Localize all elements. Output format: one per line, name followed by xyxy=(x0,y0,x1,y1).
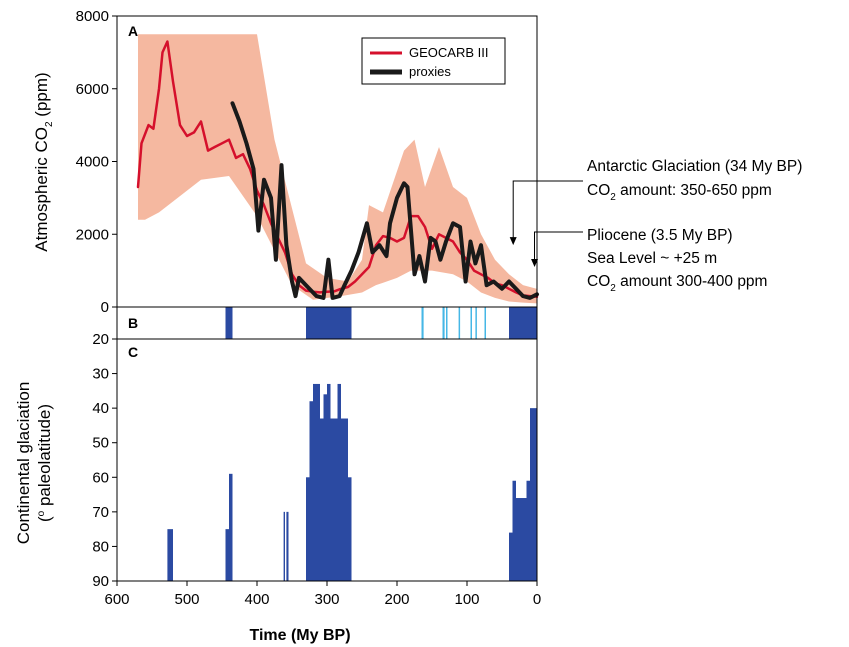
panel-b: B xyxy=(116,306,538,340)
annotation-pliocene-line1: Pliocene (3.5 My BP) xyxy=(587,227,733,244)
panel-c-y-tick-label: 40 xyxy=(92,400,109,417)
panel-c-y-tick-label: 20 xyxy=(92,331,109,348)
panel-a-y-tick-label: 6000 xyxy=(76,81,109,98)
panel-c-y-tick-label: 60 xyxy=(92,469,109,486)
x-tick-label: 200 xyxy=(384,591,409,608)
panel-a-y-tick-label: 8000 xyxy=(76,8,109,25)
panel-b-minor-glaciation-band xyxy=(442,307,445,339)
legend-box xyxy=(361,37,506,85)
panel-c-glaciation-bar xyxy=(330,418,334,581)
panel-b-glaciation-band xyxy=(225,307,233,339)
panel-b-minor-glaciation-band xyxy=(470,307,472,339)
panel-a: A 8000 6000 4000 2000 0 Atmospheric CO2 (ppm… xyxy=(32,8,539,316)
panel-a-y-tick-label: 2000 xyxy=(76,226,109,243)
panel-c-y-ticks: 20 30 40 50 60 70 80 90 xyxy=(92,331,117,590)
legend-proxies-label: proxies xyxy=(409,64,451,79)
panel-c-glaciation-bar xyxy=(286,511,289,581)
panel-b-glaciation-band xyxy=(509,307,537,339)
panel-b-minor-glaciation-band xyxy=(446,307,448,339)
panel-a-y-axis-title: Atmospheric CO2 (ppm) xyxy=(32,72,55,251)
panel-b-minor-glaciation-band xyxy=(458,307,461,339)
panel-c-glaciation-bar xyxy=(337,383,341,581)
annotation-pliocene-arrow xyxy=(534,231,583,261)
panel-b-minor-glaciation-band xyxy=(421,307,424,339)
panel-c-glaciation-bar xyxy=(316,383,320,581)
legend: GEOCARB III proxies xyxy=(361,37,506,85)
panel-a-y-tick-label: 0 xyxy=(101,299,109,316)
legend-geocarb-label: GEOCARB III xyxy=(409,45,488,60)
annotation-pliocene-arrowhead xyxy=(531,258,539,267)
panel-c-glaciation-bar xyxy=(283,511,285,581)
panel-c-y-tick-label: 70 xyxy=(92,504,109,521)
annotation-antarctic-arrowhead xyxy=(509,237,517,246)
annotation-antarctic-arrow xyxy=(512,180,583,240)
panel-c-glaciation-bar xyxy=(533,408,537,581)
panel-c-letter: C xyxy=(128,344,138,360)
x-axis-ticks: 600 500 400 300 200 100 0 xyxy=(104,581,541,608)
panel-c-glaciation-bar xyxy=(323,394,327,581)
panel-b-minor-glaciation-band xyxy=(484,307,486,339)
panel-c-glaciation-bar xyxy=(348,477,352,581)
panel-c-bars xyxy=(167,383,537,581)
x-axis-title: Time (My BP) xyxy=(249,627,350,644)
panel-c-glaciation-bar xyxy=(309,401,313,581)
x-tick-label: 300 xyxy=(314,591,339,608)
panel-c-glaciation-bar xyxy=(509,532,513,581)
panel-c-glaciation-bar xyxy=(313,383,317,581)
panel-c-glaciation-bar xyxy=(512,480,516,581)
x-tick-label: 600 xyxy=(104,591,129,608)
panel-a-y-tick-label: 4000 xyxy=(76,154,109,171)
panel-c-glaciation-bar xyxy=(516,498,520,581)
panel-c-glaciation-bar xyxy=(530,408,534,581)
panel-c-glaciation-bar xyxy=(526,480,530,581)
panel-c-y-tick-label: 80 xyxy=(92,538,109,555)
panel-c-glaciation-bar xyxy=(229,473,233,581)
panel-a-y-ticks: 8000 6000 4000 2000 0 xyxy=(76,8,117,316)
annotation-antarctic-line2: CO2 amount: 350-650 ppm xyxy=(587,182,772,203)
annotation-antarctic-line1: Antarctic Glaciation (34 My BP) xyxy=(587,158,802,175)
annotation-pliocene: Pliocene (3.5 My BP) Sea Level ~ +25 m C… xyxy=(531,227,767,294)
panel-b-glaciation-band xyxy=(306,307,352,339)
panel-a-letter: A xyxy=(128,23,138,39)
x-tick-label: 500 xyxy=(174,591,199,608)
panel-c-glaciation-bar xyxy=(327,383,331,581)
panel-b-minor-glaciation-band xyxy=(475,307,477,339)
panel-c-glaciation-bar xyxy=(306,477,310,581)
panel-c-y-tick-label: 30 xyxy=(92,366,109,383)
panel-c-y-tick-label: 50 xyxy=(92,435,109,452)
annotation-pliocene-line3: CO2 amount 300-400 ppm xyxy=(587,273,767,294)
x-tick-label: 100 xyxy=(454,591,479,608)
panel-c-glaciation-bar xyxy=(344,418,348,581)
panel-c-glaciation-bar xyxy=(523,498,527,581)
panel-c-y-axis-title-line1: Continental glaciation xyxy=(14,382,33,545)
annotation-antarctic: Antarctic Glaciation (34 My BP) CO2 amou… xyxy=(509,158,802,246)
panel-c-y-tick-label: 90 xyxy=(92,573,109,590)
panel-b-letter: B xyxy=(128,315,138,331)
panel-c-glaciation-bar xyxy=(167,529,173,581)
panel-c-y-axis-title-line2: (o paleolatitude) xyxy=(35,404,54,522)
series-layer xyxy=(136,40,539,300)
panel-b-bands xyxy=(225,307,537,339)
proxies-line xyxy=(230,101,539,300)
x-tick-label: 0 xyxy=(533,591,541,608)
panel-c-glaciation-bar xyxy=(341,418,345,581)
panel-c-glaciation-bar xyxy=(334,418,338,581)
panel-c-glaciation-bar xyxy=(519,498,523,581)
panel-c: C 20 30 40 50 60 70 80 90 Continental glaciatio… xyxy=(14,331,538,590)
panel-c-glaciation-bar xyxy=(320,418,324,581)
x-tick-label: 400 xyxy=(244,591,269,608)
annotation-pliocene-line2: Sea Level ~ +25 m xyxy=(587,250,717,267)
